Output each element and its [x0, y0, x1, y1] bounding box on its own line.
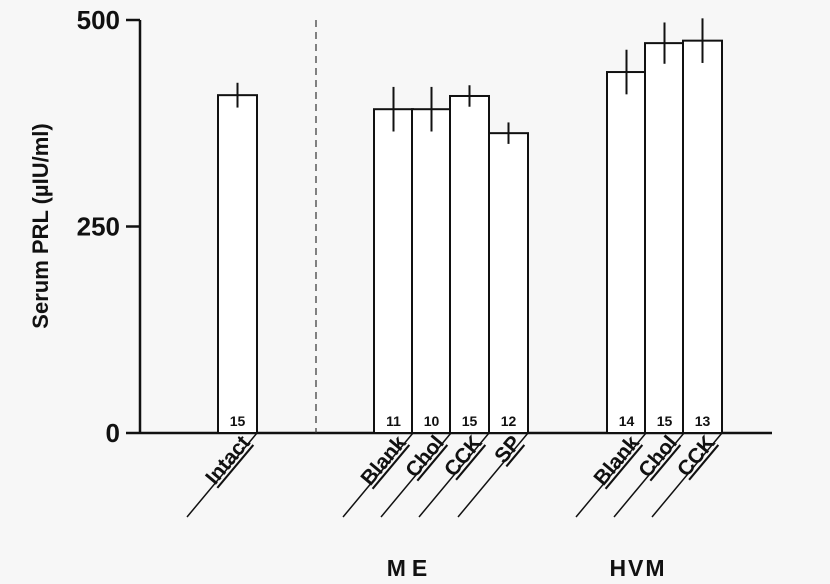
group-label: HVM	[609, 555, 666, 581]
label-line	[575, 432, 647, 518]
y-axis-label: Serum PRL (µIU/ml)	[28, 123, 53, 328]
bar	[682, 39, 723, 435]
bar	[449, 94, 490, 434]
y-tick-label: 250	[77, 212, 120, 242]
bar	[488, 132, 529, 435]
bar	[644, 42, 685, 435]
label-line	[418, 432, 490, 518]
n-label: 10	[424, 413, 440, 429]
label-line	[380, 432, 452, 518]
n-label: 12	[501, 413, 517, 429]
bar	[411, 108, 452, 434]
group-label: ME	[387, 555, 434, 581]
n-label: 15	[657, 413, 673, 429]
label-line	[613, 432, 685, 518]
label-line	[342, 432, 414, 518]
y-tick-label: 0	[106, 418, 120, 448]
bar	[217, 94, 258, 435]
y-tick-label: 500	[77, 5, 120, 35]
label-line	[457, 432, 529, 518]
bar	[606, 71, 647, 435]
label-line	[186, 432, 258, 518]
n-label: 15	[230, 413, 246, 429]
n-label: 15	[462, 413, 478, 429]
label-line	[651, 432, 723, 518]
bar	[373, 108, 414, 434]
n-label: 13	[695, 413, 711, 429]
n-label: 14	[619, 413, 635, 429]
n-label: 11	[386, 413, 401, 429]
